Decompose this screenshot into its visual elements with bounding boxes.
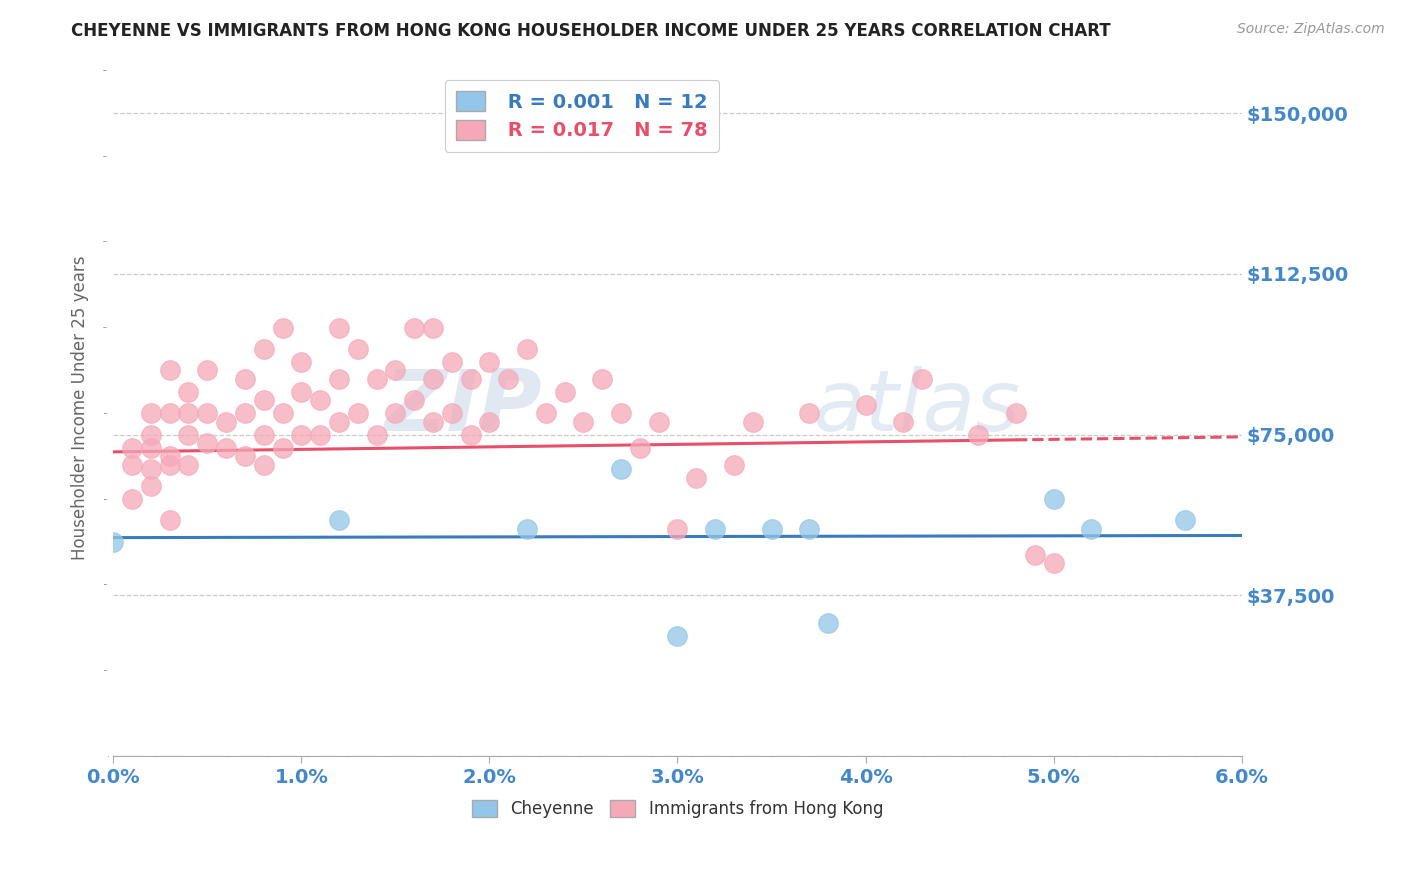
Point [215, 441, 238, 455]
Point [290, 355, 312, 369]
Point [195, 363, 218, 377]
Point [195, 406, 218, 420]
Point [290, 384, 312, 399]
Point [328, 513, 350, 527]
Point [610, 406, 633, 420]
Point [159, 449, 181, 463]
Point [139, 441, 162, 455]
Point [177, 427, 200, 442]
Point [404, 320, 426, 334]
Point [422, 372, 444, 386]
Point [797, 406, 820, 420]
Point [328, 415, 350, 429]
Point [384, 363, 406, 377]
Point [103, 535, 125, 549]
Point [139, 427, 162, 442]
Point [422, 415, 444, 429]
Text: Source: ZipAtlas.com: Source: ZipAtlas.com [1237, 22, 1385, 37]
Point [233, 372, 256, 386]
Point [195, 436, 218, 450]
Point [290, 427, 312, 442]
Point [761, 522, 783, 536]
Point [1005, 406, 1028, 420]
Point [159, 513, 181, 527]
Point [271, 441, 294, 455]
Point [440, 355, 463, 369]
Point [554, 384, 576, 399]
Y-axis label: Householder Income Under 25 years: Householder Income Under 25 years [72, 256, 89, 560]
Point [440, 406, 463, 420]
Point [328, 372, 350, 386]
Legend: Cheyenne, Immigrants from Hong Kong: Cheyenne, Immigrants from Hong Kong [465, 793, 890, 824]
Point [1042, 557, 1064, 571]
Point [309, 427, 332, 442]
Point [233, 449, 256, 463]
Point [309, 393, 332, 408]
Point [366, 372, 388, 386]
Point [346, 406, 368, 420]
Point [159, 458, 181, 472]
Point [647, 415, 669, 429]
Text: ZIP: ZIP [384, 367, 543, 450]
Point [177, 384, 200, 399]
Point [911, 372, 934, 386]
Point [516, 522, 538, 536]
Point [139, 462, 162, 476]
Point [534, 406, 557, 420]
Point [460, 372, 482, 386]
Point [496, 372, 519, 386]
Point [1024, 548, 1046, 562]
Point [478, 415, 501, 429]
Point [572, 415, 595, 429]
Point [478, 355, 501, 369]
Point [271, 406, 294, 420]
Point [215, 415, 238, 429]
Point [460, 427, 482, 442]
Point [271, 320, 294, 334]
Point [817, 616, 839, 631]
Point [159, 406, 181, 420]
Point [346, 342, 368, 356]
Point [967, 427, 990, 442]
Point [1042, 491, 1064, 506]
Point [741, 415, 763, 429]
Point [628, 441, 651, 455]
Point [328, 320, 350, 334]
Point [1080, 522, 1102, 536]
Point [685, 470, 707, 484]
Point [610, 462, 633, 476]
Point [177, 406, 200, 420]
Point [121, 458, 143, 472]
Point [422, 320, 444, 334]
Text: atlas: atlas [813, 367, 1021, 450]
Point [516, 342, 538, 356]
Point [1174, 513, 1197, 527]
Point [666, 629, 689, 643]
Point [253, 393, 276, 408]
Point [855, 398, 877, 412]
Point [139, 406, 162, 420]
Point [121, 441, 143, 455]
Point [233, 406, 256, 420]
Point [253, 427, 276, 442]
Point [797, 522, 820, 536]
Point [159, 363, 181, 377]
Point [253, 458, 276, 472]
Point [723, 458, 745, 472]
Point [666, 522, 689, 536]
Point [366, 427, 388, 442]
Point [139, 479, 162, 493]
Point [404, 393, 426, 408]
Point [177, 458, 200, 472]
Point [591, 372, 613, 386]
Point [121, 491, 143, 506]
Point [384, 406, 406, 420]
Text: CHEYENNE VS IMMIGRANTS FROM HONG KONG HOUSEHOLDER INCOME UNDER 25 YEARS CORRELAT: CHEYENNE VS IMMIGRANTS FROM HONG KONG HO… [70, 22, 1111, 40]
Point [704, 522, 727, 536]
Point [891, 415, 914, 429]
Point [253, 342, 276, 356]
